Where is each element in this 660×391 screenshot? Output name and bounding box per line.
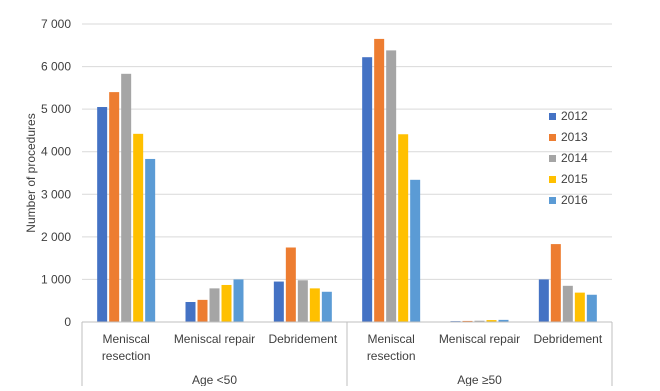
bar-2012-2 <box>273 281 284 322</box>
legend-swatch-2013 <box>549 134 556 141</box>
y-tick-label: 5 000 <box>41 102 71 116</box>
bar-2016-2 <box>321 291 332 322</box>
bar-2013-4 <box>462 320 473 322</box>
y-tick-label: 1 000 <box>41 272 71 286</box>
bar-2016-0 <box>145 158 156 322</box>
bar-2014-5 <box>562 285 573 322</box>
bar-2015-1 <box>221 284 232 322</box>
bar-2014-1 <box>209 288 220 322</box>
legend-label-2015: 2015 <box>561 172 588 186</box>
bar-2014-0 <box>121 73 132 323</box>
bar-2016-5 <box>586 294 597 322</box>
group-label: Age ≥50 <box>457 373 502 386</box>
bar-2016-3 <box>410 179 421 322</box>
y-tick-label: 6 000 <box>41 60 71 74</box>
bar-2014-3 <box>386 50 397 322</box>
bar-2013-0 <box>109 92 120 322</box>
bar-2015-5 <box>574 292 585 322</box>
bar-2012-0 <box>97 107 108 322</box>
x-tick-label: Debridement <box>268 332 337 346</box>
bar-2013-5 <box>550 244 561 322</box>
y-tick-label: 7 000 <box>41 17 71 31</box>
x-tick-label: Meniscal repair <box>174 332 255 346</box>
y-tick-label: 2 000 <box>41 230 71 244</box>
bar-2015-2 <box>309 288 320 322</box>
axis-layer: 0 1 000 2 000 3 000 4 000 5 000 6 000 7 000 Meni… <box>41 17 613 387</box>
legend-swatch-2015 <box>549 176 556 183</box>
bar-2015-4 <box>486 320 497 322</box>
bar-2014-4 <box>474 320 485 322</box>
x-tick-label: Debridement <box>533 332 602 346</box>
x-tick-label: Meniscal resection <box>367 332 416 363</box>
bar-2012-3 <box>362 57 373 322</box>
bar-2015-3 <box>398 134 409 322</box>
legend-label-2016: 2016 <box>561 193 588 207</box>
y-axis-title: Number of procedures <box>24 113 38 232</box>
group-label: Age <50 <box>192 373 237 386</box>
legend-swatch-2012 <box>549 113 556 120</box>
bar-2016-4 <box>498 319 509 322</box>
bar-2014-2 <box>297 280 308 322</box>
bar-2012-5 <box>538 279 549 322</box>
bars-layer <box>97 38 597 323</box>
bar-2012-1 <box>185 301 196 322</box>
bar-2016-1 <box>233 279 244 322</box>
legend-swatch-2016 <box>549 197 556 204</box>
y-tick-label: 3 000 <box>41 187 71 201</box>
bar-2013-2 <box>285 247 296 322</box>
x-tick-label: Meniscal repair <box>439 332 520 346</box>
bar-2013-3 <box>374 38 385 323</box>
grid-layer <box>82 23 612 280</box>
bar-2015-0 <box>133 133 144 322</box>
legend-label-2012: 2012 <box>561 109 588 123</box>
legend-label-2014: 2014 <box>561 151 588 165</box>
legend-label-2013: 2013 <box>561 130 588 144</box>
bar-2013-1 <box>197 299 208 322</box>
x-tick-label: Meniscal resection <box>102 332 151 363</box>
y-tick-label: 4 000 <box>41 145 71 159</box>
y-tick-label: 0 <box>64 315 71 329</box>
legend-swatch-2014 <box>549 155 556 162</box>
legend: 2012 2013 2014 2015 2016 <box>549 109 588 207</box>
